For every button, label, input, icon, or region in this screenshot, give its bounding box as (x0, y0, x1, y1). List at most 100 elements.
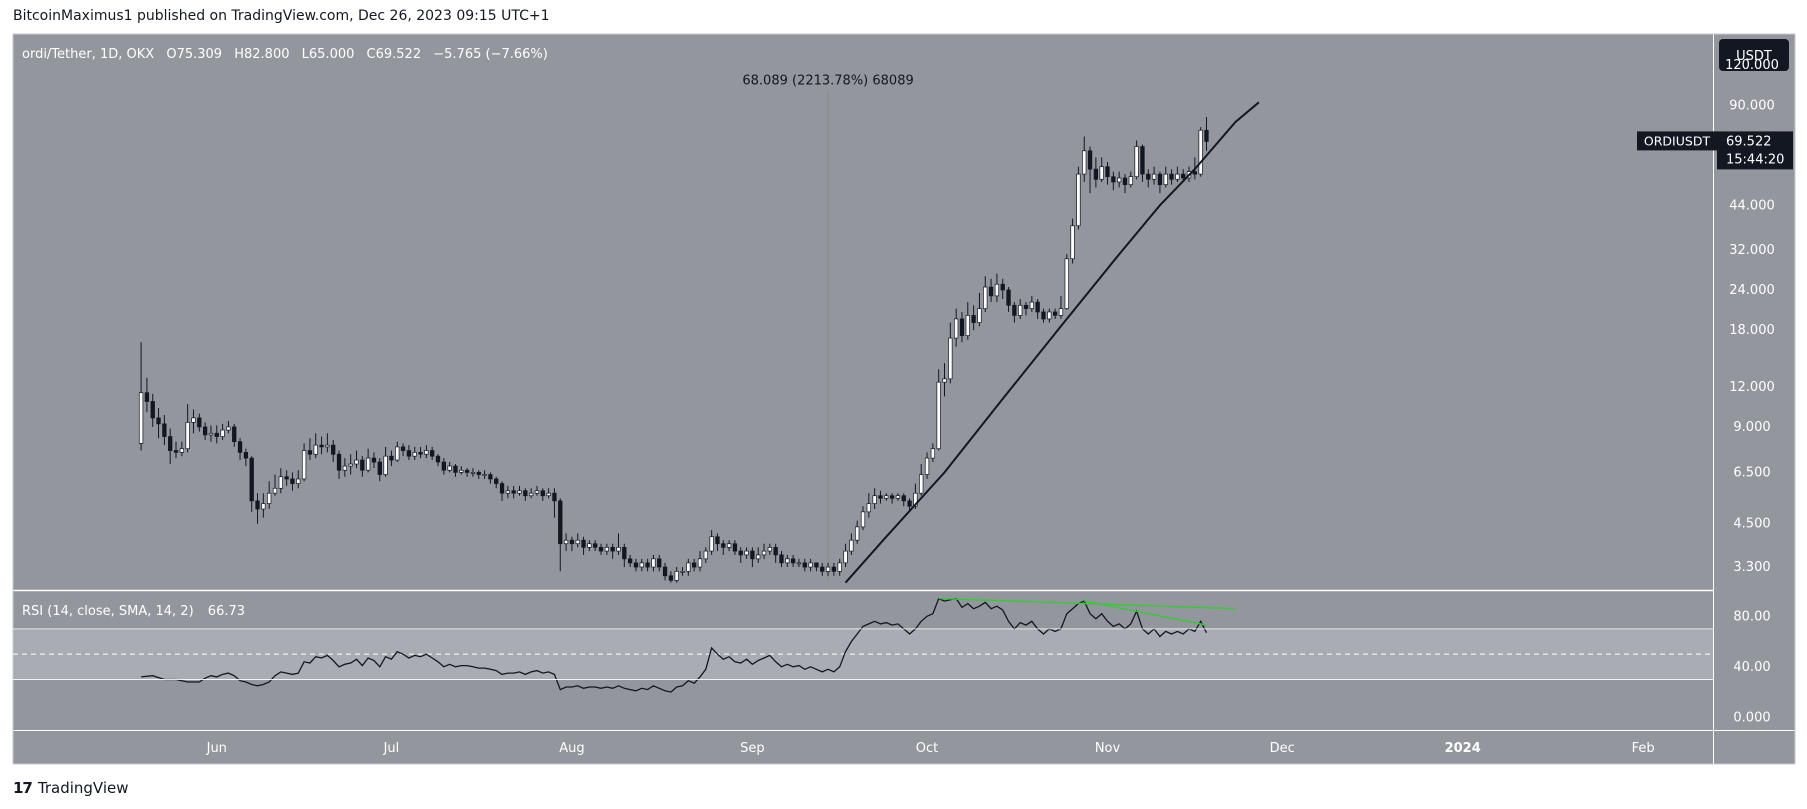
rsi-tick-label: 40.00 (1733, 660, 1770, 675)
candle-body (1169, 173, 1174, 180)
candle-body (267, 492, 272, 504)
candle (191, 409, 196, 434)
candle (610, 543, 615, 559)
candle (843, 543, 848, 568)
candle (430, 446, 435, 461)
candle (517, 485, 522, 496)
candle-body (965, 315, 970, 337)
candle-body (331, 444, 336, 455)
candle (255, 493, 260, 524)
candle-body (325, 444, 330, 448)
candle (948, 322, 953, 384)
rsi-value: 66.73 (208, 604, 245, 619)
candle (1076, 166, 1081, 230)
candle (598, 543, 604, 555)
candle (272, 474, 278, 496)
candle-body (441, 461, 446, 471)
price-tick-label: 3.300 (1733, 560, 1770, 575)
price-tick-label: 12.000 (1729, 380, 1775, 395)
candle-body (534, 490, 540, 494)
candle (331, 439, 336, 463)
candle (1087, 146, 1093, 194)
candle-body (1151, 173, 1157, 180)
candle (1128, 171, 1133, 188)
candle (214, 425, 219, 444)
candle (662, 562, 668, 581)
candle-body (756, 554, 761, 560)
candle (499, 481, 505, 501)
candle-body (604, 546, 609, 552)
candle (179, 441, 184, 457)
candle (1093, 157, 1099, 188)
candle-body (657, 558, 662, 568)
candle (144, 377, 150, 413)
ohlc-change: −5.765 (−7.66%) (433, 47, 548, 62)
candle-body (307, 450, 313, 455)
candle (1204, 116, 1209, 151)
candle-body (726, 543, 732, 548)
candle (1064, 254, 1069, 310)
candle-body (144, 392, 150, 402)
candle-body (528, 492, 534, 497)
candle (1111, 171, 1116, 191)
candle-body (202, 426, 208, 436)
candle (301, 443, 307, 482)
candle (965, 302, 970, 340)
candle (150, 393, 155, 427)
candle (424, 445, 429, 459)
candle (668, 571, 674, 583)
candle (476, 470, 481, 479)
candle-body (1012, 304, 1017, 316)
ohlc-open-key: O (166, 47, 176, 62)
candle (604, 543, 609, 555)
candle (924, 452, 930, 479)
candle (1035, 298, 1040, 319)
rsi-axis[interactable]: 80.00 40.00 0.000 (1733, 609, 1770, 725)
candle (1070, 218, 1075, 264)
candles-layer (138, 116, 1209, 583)
candle (651, 554, 656, 572)
candle (1000, 278, 1005, 299)
candle-body (272, 487, 278, 494)
time-tick-label: Feb (1632, 741, 1655, 756)
candle (156, 408, 161, 439)
candle-body (447, 465, 452, 471)
candle (354, 450, 359, 469)
candle-body (1023, 304, 1029, 309)
currency-button[interactable]: USDT (1719, 39, 1789, 71)
candle (494, 476, 499, 489)
time-tick-label: Oct (916, 741, 938, 756)
trendline[interactable] (844, 101, 1260, 584)
candle (313, 433, 318, 459)
time-axis[interactable]: Jun Jul Aug Sep Oct Nov Dec 2024 Feb (206, 741, 1655, 756)
footer-brand[interactable]: 17 TradingView (13, 779, 129, 797)
candle-body (773, 546, 778, 556)
candle (232, 423, 237, 447)
candle (197, 413, 202, 432)
candle (173, 441, 179, 459)
candle-body (1052, 311, 1058, 316)
candle-body (389, 455, 394, 461)
candle (884, 493, 889, 501)
candle (371, 452, 377, 469)
divergence-line[interactable] (1084, 600, 1207, 626)
candle-body (1122, 177, 1128, 186)
candle (400, 443, 406, 457)
candle (1122, 174, 1128, 194)
candle-body (1082, 150, 1087, 175)
candle-body (301, 450, 307, 480)
divergence-line[interactable] (938, 597, 1236, 610)
candle-body (790, 558, 796, 564)
candle (296, 470, 301, 489)
candle-body (1000, 283, 1005, 291)
rsi-tick-label: 0.000 (1733, 710, 1770, 725)
time-tick-label: Sep (740, 741, 765, 756)
price-tick-label: 32.000 (1729, 243, 1775, 258)
time-tick-label: Jul (383, 741, 400, 756)
symbol-legend: ordi/Tether, 1D, OKX O75.309 H82.800 L65… (22, 47, 548, 62)
candle-body (1029, 301, 1034, 309)
candle-body (1146, 173, 1151, 180)
candle-body (1064, 258, 1069, 309)
candle-body (494, 478, 499, 484)
candle (686, 558, 691, 576)
